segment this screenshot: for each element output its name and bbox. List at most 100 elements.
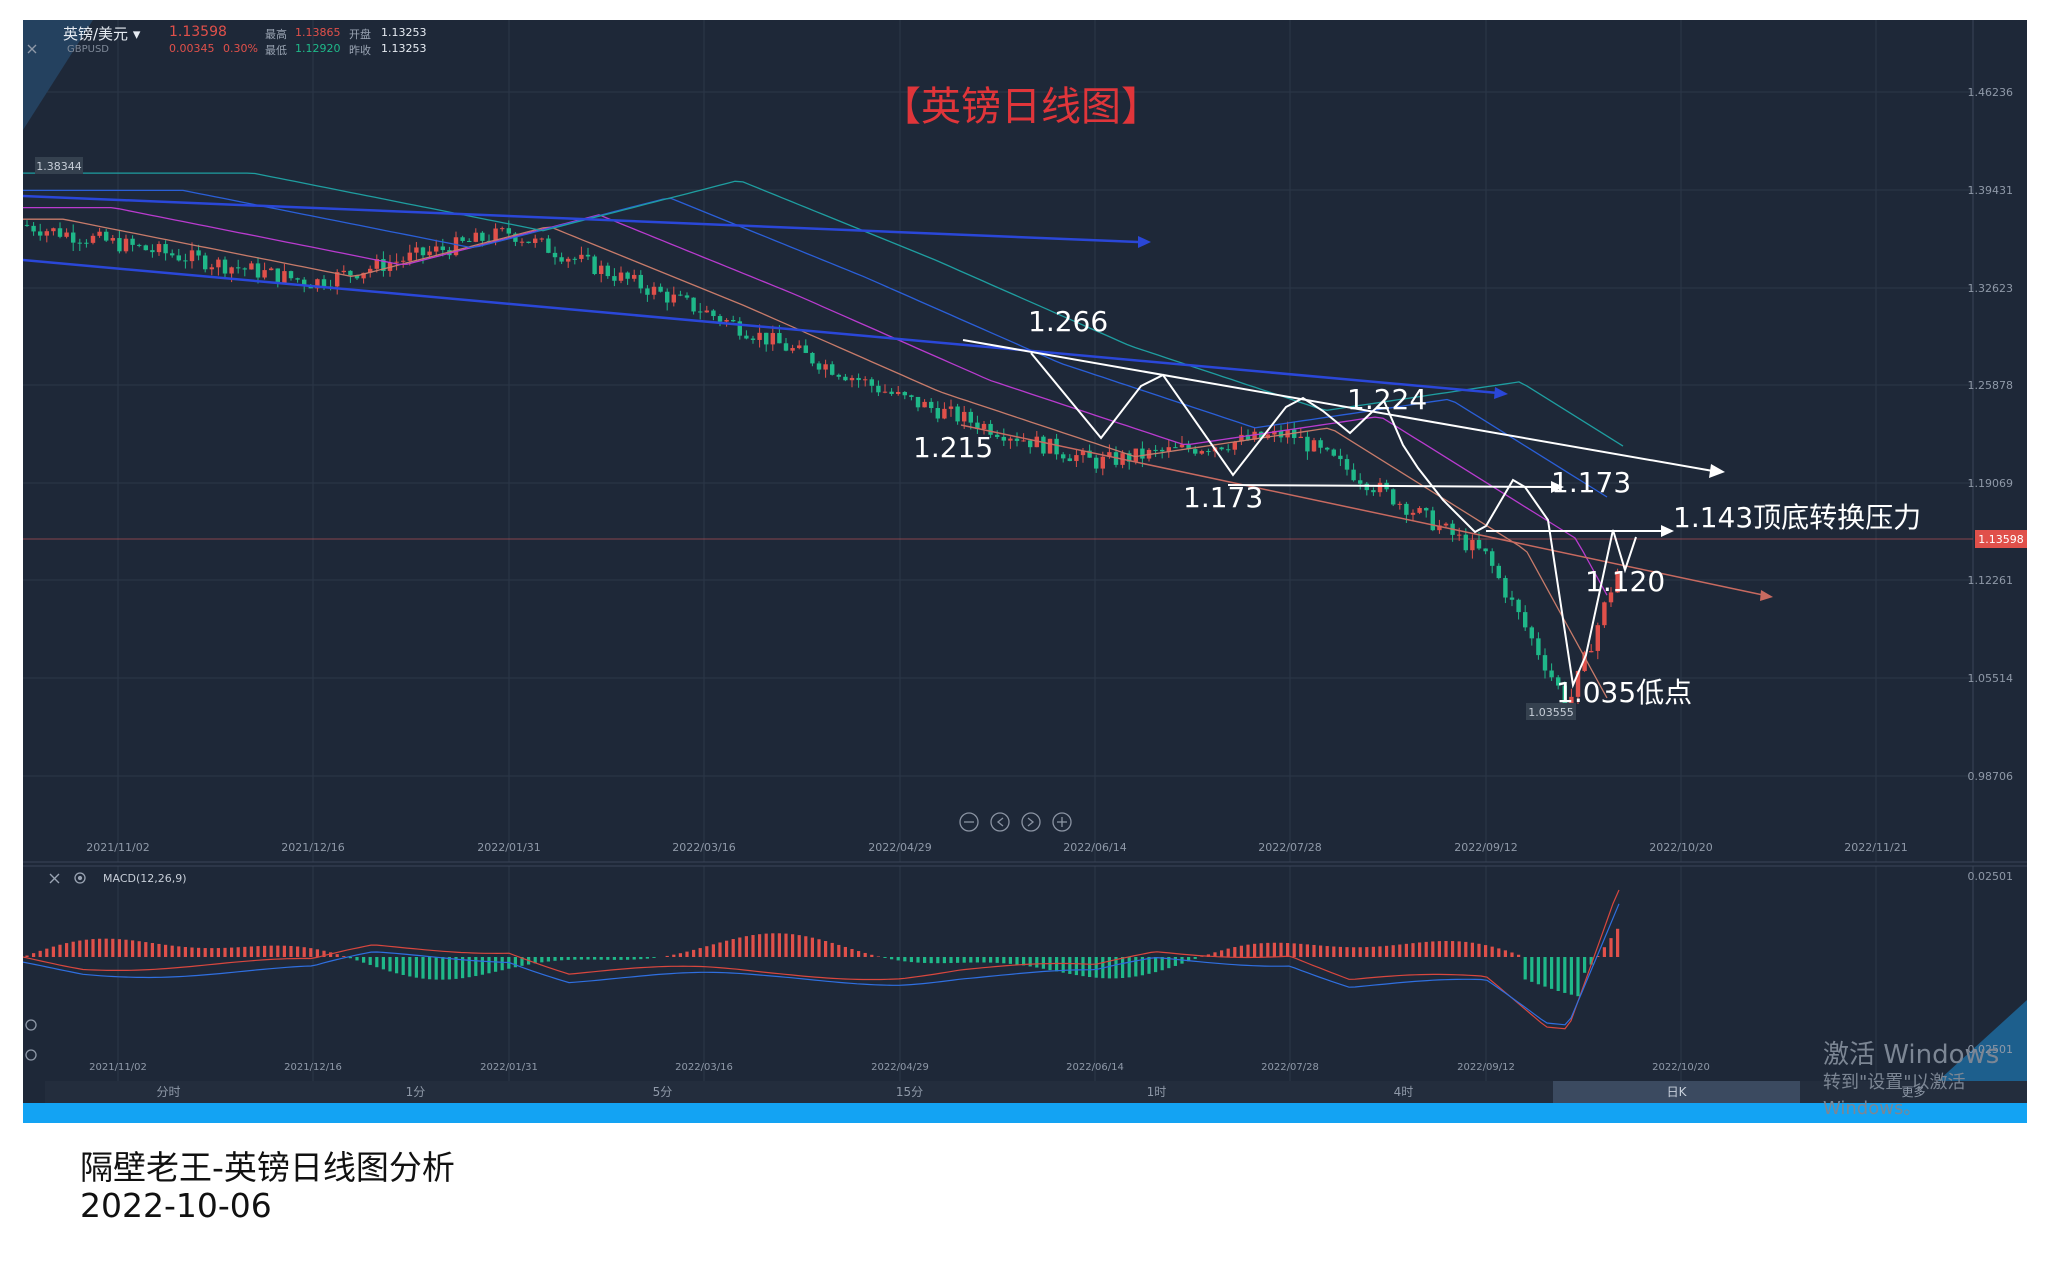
candle-body (711, 310, 716, 317)
candle-body (585, 254, 591, 257)
time-tick-label: 2021/12/16 (281, 841, 344, 854)
candle-body (1410, 512, 1416, 515)
macd-histogram-bar (467, 957, 471, 978)
macd-histogram-bar (797, 935, 801, 957)
candle-body (638, 274, 643, 289)
candle-body (889, 391, 894, 394)
macd-histogram-bar (1576, 957, 1580, 997)
candle-body (1226, 449, 1231, 451)
candle-body (981, 423, 987, 430)
timeframe-1m[interactable]: 1分 (405, 1085, 426, 1099)
candle-body (335, 272, 340, 287)
candle-body (1298, 436, 1303, 438)
candle-body (948, 406, 954, 409)
candle-body (295, 278, 300, 280)
macd-histogram-bar (1325, 946, 1329, 957)
macd-histogram-bar (322, 950, 326, 957)
macd-histogram-bar (1470, 942, 1474, 957)
macd-histogram-bar (104, 938, 108, 957)
candle-body (493, 228, 498, 242)
candle-body (651, 286, 657, 295)
candle-body (275, 268, 280, 283)
timeframe-15m[interactable]: 15分 (895, 1085, 924, 1099)
macd-histogram-bar (474, 957, 478, 977)
timeframe-tick[interactable]: 分时 (156, 1085, 181, 1099)
candle-body (1179, 444, 1185, 448)
macd-histogram-bar (949, 957, 953, 964)
candle-body (460, 237, 465, 241)
candle-body (915, 396, 921, 408)
candle-body (1087, 450, 1092, 458)
macd-histogram-bar (1484, 945, 1488, 957)
macd-histogram-bar (1246, 944, 1250, 957)
candle-body (77, 242, 82, 244)
prev-close-label: 昨收 (349, 44, 371, 57)
scroll-left-icon[interactable] (990, 812, 1010, 832)
timeframe-more[interactable]: 更多 (1901, 1085, 1926, 1099)
candle-body (117, 238, 122, 252)
candle-body (533, 238, 538, 243)
timeframe-1h[interactable]: 1时 (1146, 1085, 1167, 1099)
macd-histogram-bar (494, 957, 498, 972)
macd-histogram-bar (203, 948, 207, 957)
tool-icon-1[interactable] (25, 1019, 37, 1031)
zoom-in-icon[interactable] (1052, 812, 1072, 832)
candle-body (1490, 551, 1495, 566)
macd-histogram-bar (263, 945, 267, 957)
tool-icon-2[interactable] (25, 1049, 37, 1061)
macd-histogram-bar (375, 957, 379, 968)
timeframe-daily[interactable]: 日K (1553, 1081, 1800, 1103)
macd-histogram-bar (1583, 957, 1587, 973)
macd-histogram-bar (1437, 941, 1441, 957)
macd-histogram-bar (111, 938, 115, 957)
macd-histogram-bar (619, 957, 623, 960)
candle-body (1536, 638, 1541, 656)
chart-panel[interactable]: 1.46236 1.39431 1.32623 1.25878 1.19069 1.122… (23, 20, 2027, 1123)
indicator-settings-icon[interactable] (74, 872, 86, 884)
macd-histogram-bar (335, 954, 339, 957)
candle-body (150, 250, 155, 253)
zoom-out-icon[interactable] (959, 812, 979, 832)
candle-body (1549, 670, 1554, 678)
candle-body (777, 333, 782, 344)
candle-body (229, 267, 234, 274)
candle-body (269, 268, 274, 271)
candle-body (381, 259, 386, 271)
macd-histogram-bar (1352, 947, 1356, 957)
candle-body (955, 406, 960, 422)
macd-histogram-bar (395, 957, 399, 974)
caption-title: 隔壁老王-英镑日线图分析 (80, 1148, 455, 1187)
candle-body (830, 364, 835, 375)
macd-histogram-bar (269, 945, 273, 957)
zigzag-path (1030, 352, 1637, 689)
price-tick-label: 1.19069 (1968, 477, 2014, 490)
timeframe-5m[interactable]: 5分 (652, 1085, 673, 1099)
candle-body (546, 238, 551, 253)
macd-histogram-bar (962, 957, 966, 963)
candle-body (1562, 685, 1567, 706)
candle-body (216, 259, 221, 268)
change-percent: 0.30% (223, 42, 258, 55)
symbol-name[interactable]: 英镑/美元 ▾ (63, 23, 140, 44)
timeframe-4h[interactable]: 4时 (1393, 1085, 1414, 1099)
time-tick-label: 2022/04/29 (868, 841, 931, 854)
candle-body (196, 250, 201, 256)
macd-histogram-bar (916, 957, 920, 963)
macd-histogram-bar (665, 955, 669, 957)
candle-body (1127, 453, 1132, 462)
macd-histogram-bar (487, 957, 491, 974)
candle-body (1331, 449, 1336, 456)
time-tick-label: 2022/10/20 (1649, 841, 1712, 854)
candle-body (797, 345, 802, 349)
candle-body (1397, 503, 1402, 505)
candle-body (1516, 599, 1521, 613)
candle-body (1206, 451, 1211, 453)
macd-label: MACD(12,26,9) (103, 872, 187, 885)
scroll-right-icon[interactable] (1021, 812, 1041, 832)
symbol-dropdown-icon[interactable]: ▾ (132, 25, 141, 43)
annotation-1266: 1.266 (1028, 305, 1108, 338)
chart-canvas[interactable]: 1.46236 1.39431 1.32623 1.25878 1.19069 1.122… (23, 20, 2027, 1123)
candle-body (203, 255, 208, 270)
candle-body (1364, 483, 1369, 491)
candle-body (222, 259, 228, 274)
